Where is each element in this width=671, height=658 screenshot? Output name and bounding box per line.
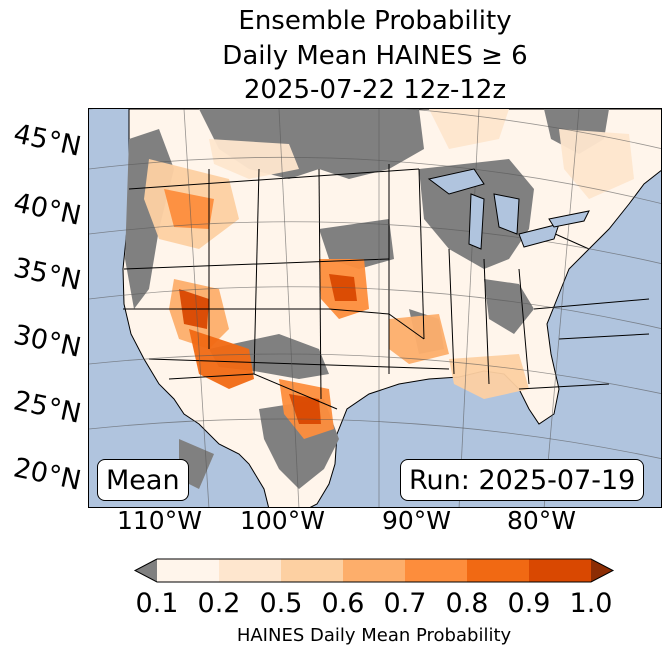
nodata-region [319,219,394,269]
colorbar-bin [343,559,406,582]
graticule-line [89,286,661,329]
colorbar-tick-0: 0.1 [135,588,179,619]
state-border [483,258,490,385]
colorbar-over-arrow [591,559,613,582]
state-border [518,268,530,385]
lake [427,168,485,195]
map-canvas [89,109,661,507]
lat-label-45n: 45°N [10,118,84,163]
probability-region [189,329,254,389]
colorbar-bin [405,559,468,582]
lat-label-35n: 35°N [10,252,84,297]
colorbar-tick-7: 1.0 [569,588,613,619]
lat-label-40n: 40°N [10,187,84,232]
state-border [128,168,420,190]
lat-label-20n: 20°N [10,452,84,497]
map-title-line-2: Daily Mean HAINES ≥ 6 [222,41,528,71]
map-panel [88,108,662,508]
probability-region [164,189,214,229]
colorbar-tick-1: 0.2 [197,588,241,619]
graticule-line [543,109,580,507]
state-border [518,383,610,390]
colorbar-bin [529,559,592,582]
colorbar-bin [467,559,530,582]
state-border [253,373,338,410]
colorbar-bin [219,559,282,582]
colorbar [133,558,615,583]
graticule-line [89,221,661,264]
lake [518,223,560,248]
map-title-line-1: Ensemble Probability [238,6,512,36]
state-border [558,333,650,340]
graticule-line [89,156,661,204]
graticule-line [89,353,661,394]
state-border [328,308,425,340]
probability-region [209,139,299,179]
state-border [148,358,450,370]
lon-label-100w: 100°W [240,506,325,535]
probability-region [429,109,509,149]
colorbar-tick-5: 0.8 [445,588,489,619]
lon-label-110w: 110°W [117,506,202,535]
colorbar-under-arrow [135,559,157,582]
probability-region [289,394,321,424]
map-title-line-3: 2025-07-22 12z-12z [243,75,507,105]
colorbar-tick-4: 0.7 [383,588,427,619]
state-border [318,168,322,400]
run-date-box: Run: 2025-07-19 [400,459,645,501]
probability-region [389,314,449,364]
lake [548,210,590,228]
probability-region [559,129,634,199]
lake [468,193,485,250]
colorbar-bin [281,559,344,582]
state-border [168,373,255,380]
state-border [448,248,455,375]
colorbar-bin [157,559,220,582]
state-border [418,168,425,340]
graticule-line [89,418,661,459]
mean-label-box: Mean [97,459,189,501]
lake [493,193,520,235]
lon-label-90w: 90°W [382,506,452,535]
state-border [253,168,260,375]
colorbar-tick-6: 0.9 [507,588,551,619]
colorbar-tick-2: 0.5 [259,588,303,619]
colorbar-tick-3: 0.6 [321,588,365,619]
lat-label-30n: 30°N [10,319,84,364]
colorbar-outline [133,558,615,583]
graticule-line [278,109,300,507]
graticule-line [183,109,210,507]
colorbar-label: HAINES Daily Mean Probability [236,625,512,646]
lon-label-80w: 80°W [507,506,577,535]
lat-label-25n: 25°N [10,385,84,430]
graticule-line [89,109,661,149]
